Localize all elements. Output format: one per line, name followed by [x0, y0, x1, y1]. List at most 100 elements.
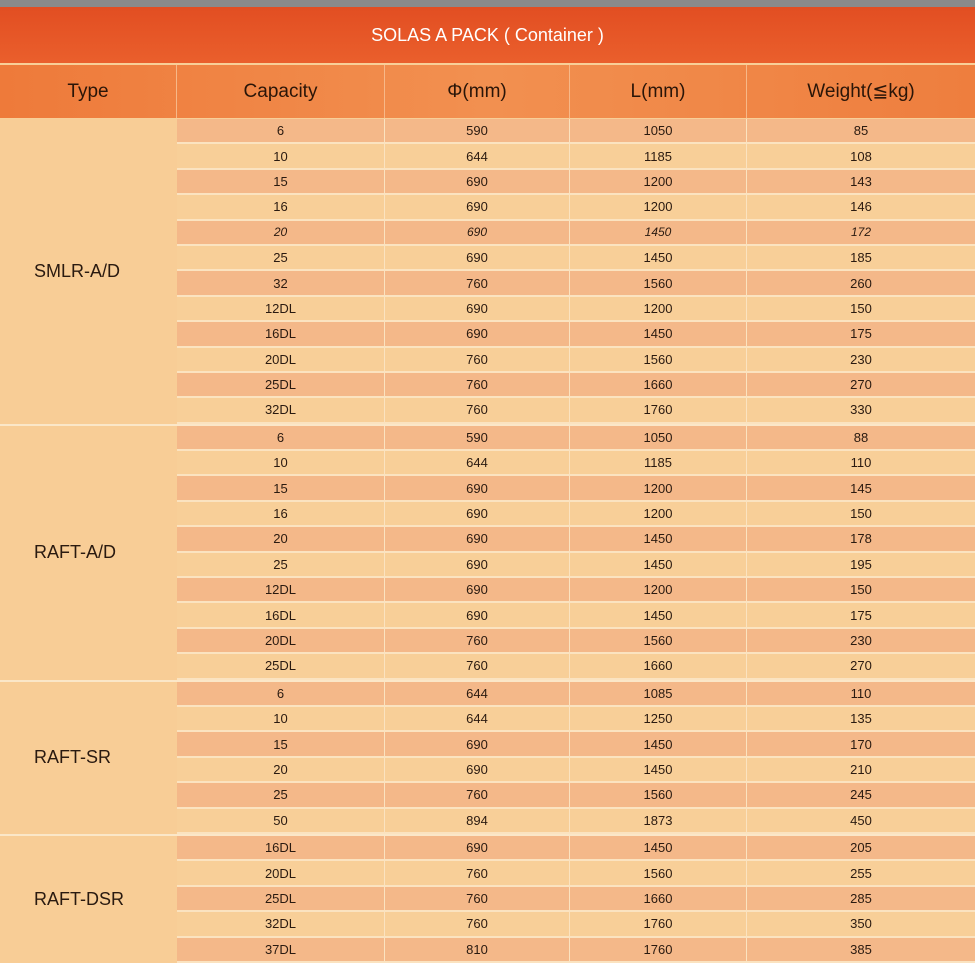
length-cell: 1450: [570, 245, 747, 270]
table-row: 6 590 1050 85: [177, 119, 975, 145]
diameter-cell: 690: [385, 732, 570, 756]
length-cell: 1450: [570, 552, 747, 577]
length-cell: 1200: [570, 296, 747, 321]
weight-cell: 108: [850, 148, 872, 164]
capacity-cell: 16: [177, 501, 385, 526]
table-row: 6 590 1050 88: [177, 425, 975, 452]
table-row: 15 690 1450 170: [177, 732, 975, 758]
capacity-cell: 16DL: [177, 835, 385, 860]
diameter-cell: 760: [385, 783, 570, 807]
table-row: 20 690 1450 210: [177, 757, 975, 784]
length-cell: 1085: [570, 681, 747, 705]
type-cell: RAFT-A/D: [0, 425, 177, 680]
diameter-cell: 760: [385, 372, 570, 397]
table-row: 20 690 1450 172: [177, 220, 975, 246]
length-cell: 1560: [570, 783, 747, 807]
length-cell: 1200: [570, 195, 747, 219]
table-row: 20DL 760 1560 230: [177, 628, 975, 655]
table-row: 16DL 690 1450 175: [177, 322, 975, 348]
capacity-cell: 20DL: [177, 861, 385, 885]
weight-cell: 210: [850, 761, 872, 777]
capacity-cell: 32DL: [177, 912, 385, 936]
length-cell: 1200: [570, 169, 747, 194]
capacity-cell: 10: [177, 706, 385, 731]
diameter-cell: 760: [385, 654, 570, 678]
diameter-cell: 644: [385, 681, 570, 705]
table-title: SOLAS A PACK ( Container ): [0, 7, 975, 63]
length-cell: 1873: [570, 808, 747, 832]
capacity-cell: 10: [177, 451, 385, 475]
length-cell: 1200: [570, 501, 747, 526]
capacity-cell: 20: [177, 220, 385, 244]
diameter-cell: 760: [385, 271, 570, 295]
table-row: 12DL 690 1200 150: [177, 296, 975, 323]
table-row: 10 644 1185 108: [177, 144, 975, 170]
diameter-cell: 760: [385, 398, 570, 422]
length-cell: 1760: [570, 912, 747, 936]
diameter-cell: 690: [385, 552, 570, 577]
weight-cell: 175: [850, 607, 872, 623]
diameter-cell: 690: [385, 757, 570, 782]
table-row: 25 690 1450 185: [177, 245, 975, 272]
table-row: 12DL 690 1200 150: [177, 578, 975, 604]
diameter-cell: 690: [385, 527, 570, 551]
length-cell: 1250: [570, 706, 747, 731]
capacity-cell: 16DL: [177, 322, 385, 346]
diameter-cell: 690: [385, 169, 570, 194]
diameter-cell: 894: [385, 808, 570, 832]
table-row: 37DL 810 1760 385: [177, 937, 975, 963]
capacity-cell: 25: [177, 245, 385, 270]
diameter-cell: 644: [385, 451, 570, 475]
weight-cell: 350: [850, 916, 872, 932]
header-weight: Weight(≦kg): [807, 81, 915, 102]
length-cell: 1185: [570, 451, 747, 475]
table-row: 6 644 1085 110: [177, 681, 975, 707]
capacity-cell: 20DL: [177, 347, 385, 371]
capacity-cell: 6: [177, 425, 385, 450]
diameter-cell: 590: [385, 425, 570, 450]
diameter-cell: 760: [385, 886, 570, 911]
diameter-cell: 644: [385, 706, 570, 731]
capacity-cell: 20: [177, 757, 385, 782]
type-cell: RAFT-DSR: [0, 835, 177, 963]
type-group: RAFT-SR 6 644 1085 110 10 644 1250 135 15 690 1450 1…: [0, 681, 975, 836]
diameter-cell: 690: [385, 322, 570, 346]
length-cell: 1450: [570, 220, 747, 244]
table-row: 15 690 1200 145: [177, 476, 975, 502]
diameter-cell: 690: [385, 195, 570, 219]
weight-cell: 385: [850, 941, 872, 957]
weight-cell: 143: [850, 173, 872, 189]
length-cell: 1660: [570, 654, 747, 678]
diameter-cell: 760: [385, 861, 570, 885]
type-cell: SMLR-A/D: [0, 119, 177, 424]
weight-cell: 255: [850, 865, 872, 881]
table-row: 16DL 690 1450 205: [177, 835, 975, 862]
length-cell: 1560: [570, 628, 747, 653]
weight-cell: 135: [850, 711, 872, 727]
diameter-cell: 690: [385, 501, 570, 526]
weight-cell: 185: [850, 250, 872, 266]
capacity-cell: 16DL: [177, 603, 385, 627]
capacity-cell: 15: [177, 732, 385, 756]
weight-cell: 175: [850, 326, 872, 342]
capacity-cell: 12DL: [177, 578, 385, 602]
diameter-cell: 590: [385, 119, 570, 143]
table-row: 25 760 1560 245: [177, 783, 975, 809]
capacity-cell: 25: [177, 783, 385, 807]
capacity-cell: 20: [177, 527, 385, 551]
length-cell: 1185: [570, 144, 747, 168]
table-row: 32DL 760 1760 330: [177, 398, 975, 424]
diameter-cell: 644: [385, 144, 570, 168]
weight-cell: 230: [850, 351, 872, 367]
weight-cell: 260: [850, 275, 872, 291]
table-row: 10 644 1250 135: [177, 706, 975, 733]
weight-cell: 195: [850, 556, 872, 572]
table-row: 25 690 1450 195: [177, 552, 975, 579]
weight-cell: 270: [850, 377, 872, 393]
header-capacity: Capacity: [177, 65, 385, 118]
weight-cell: 110: [850, 685, 872, 701]
type-group: SMLR-A/D 6 590 1050 85 10 644 1185 108 15 690 1200 1…: [0, 119, 975, 426]
capacity-cell: 32DL: [177, 398, 385, 422]
length-cell: 1200: [570, 578, 747, 602]
length-cell: 1660: [570, 886, 747, 911]
